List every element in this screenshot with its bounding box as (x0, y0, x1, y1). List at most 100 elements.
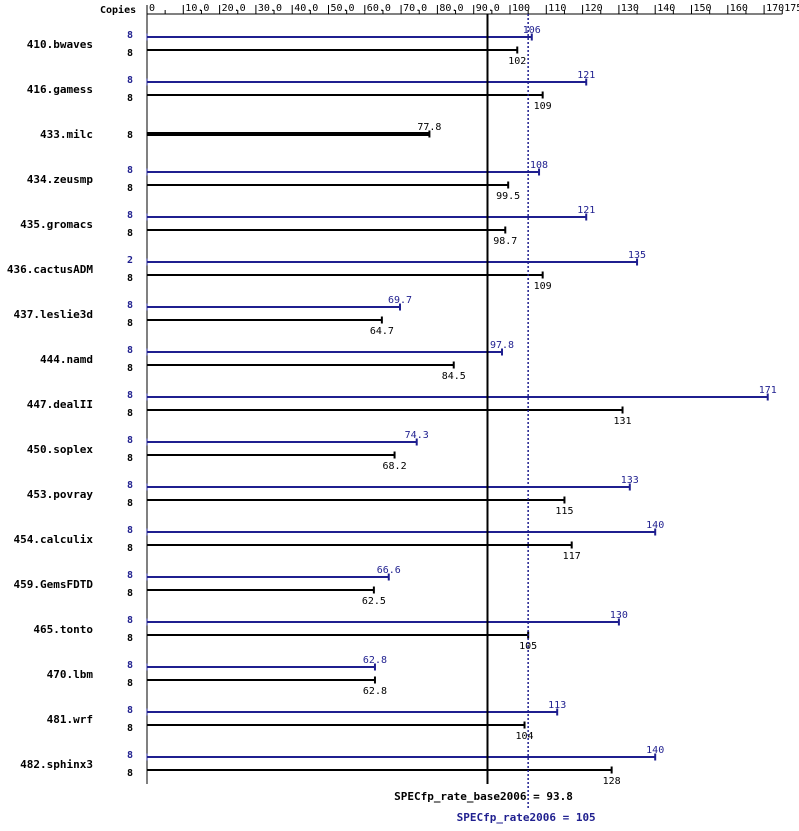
base-copies: 8 (127, 228, 133, 239)
peak-value-label: 121 (577, 205, 595, 216)
peak-value-label: 135 (628, 250, 646, 261)
base-value-label: 99.5 (496, 191, 520, 202)
tick-label: 170 (766, 3, 784, 14)
peak-summary-label: SPECfp_rate2006 = 105 (457, 811, 596, 824)
base-value-label: 68.2 (383, 461, 407, 472)
tick-label: 10.0 (185, 3, 209, 14)
peak-value-label: 140 (646, 520, 664, 531)
benchmark-label: 454.calculix (14, 533, 94, 546)
base-value-label: 104 (515, 731, 533, 742)
benchmark-label: 470.lbm (47, 668, 94, 681)
benchmark-label: 444.namd (40, 353, 93, 366)
peak-copies: 8 (127, 615, 133, 626)
tick-label: 150 (694, 3, 712, 14)
copies-header: Copies (100, 4, 136, 16)
x-axis: Copies 0 10.0 20.0 30.0 40.0 50.0 60.0 70.0 80.0 9… (100, 3, 799, 784)
base-value-label: 117 (563, 551, 581, 562)
benchmark-label: 434.zeusmp (27, 173, 94, 186)
peak-copies: 8 (127, 750, 133, 761)
benchmark-label: 433.milc (40, 128, 93, 141)
tick-label: 40.0 (294, 3, 318, 14)
tick-label: 120 (585, 3, 603, 14)
base-value-label: 109 (534, 281, 552, 292)
base-copies: 8 (127, 48, 133, 59)
tick-label: 80.0 (439, 3, 463, 14)
tick-label: 110 (548, 3, 566, 14)
peak-copies: 8 (127, 165, 133, 176)
base-value-label: 64.7 (370, 326, 394, 337)
tick-label: 100 (512, 3, 530, 14)
base-copies: 8 (127, 93, 133, 104)
benchmark-rows: 410.bwaves 8 8 106 102 416.gamess 8 8 121 109 433.… (7, 25, 777, 787)
tick-label: 30.0 (258, 3, 282, 14)
peak-copies: 8 (127, 660, 133, 671)
base-copies: 8 (127, 498, 133, 509)
peak-value-label: 171 (759, 385, 777, 396)
tick-label: 60.0 (367, 3, 391, 14)
base-copies: 8 (127, 723, 133, 734)
base-copies: 8 (127, 318, 133, 329)
base-summary-label: SPECfp_rate_base2006 = 93.8 (394, 790, 573, 803)
tick-label: 175 (784, 3, 799, 14)
peak-copies: 8 (127, 30, 133, 41)
benchmark-label: 481.wrf (47, 713, 93, 726)
base-value-label: 115 (555, 506, 573, 517)
base-copies: 8 (127, 183, 133, 194)
peak-copies: 2 (127, 255, 133, 266)
base-value-label: 102 (508, 56, 526, 67)
base-copies: 8 (127, 678, 133, 689)
tick-label: 0 (149, 3, 155, 14)
base-copies: 8 (127, 768, 133, 779)
peak-value-label: 133 (621, 475, 639, 486)
base-copies: 8 (127, 453, 133, 464)
peak-value-label: 113 (548, 700, 566, 711)
peak-copies: 8 (127, 480, 133, 491)
benchmark-label: 416.gamess (27, 83, 93, 96)
base-copies: 8 (127, 543, 133, 554)
base-copies: 8 (127, 633, 133, 644)
peak-copies: 8 (127, 435, 133, 446)
tick-label: 90.0 (476, 3, 500, 14)
peak-value-label: 106 (523, 25, 541, 36)
base-value-label: 131 (613, 416, 631, 427)
peak-copies: 8 (127, 525, 133, 536)
peak-copies: 8 (127, 75, 133, 86)
reference-lines: SPECfp_rate_base2006 = 93.8 SPECfp_rate20… (394, 14, 596, 824)
tick-label: 130 (621, 3, 639, 14)
benchmark-label: 453.povray (27, 488, 94, 501)
peak-value-label: 140 (646, 745, 664, 756)
base-copies: 8 (127, 588, 133, 599)
peak-value-label: 130 (610, 610, 628, 621)
peak-value-label: 108 (530, 160, 548, 171)
tick-label: 70.0 (403, 3, 427, 14)
benchmark-label: 437.leslie3d (14, 308, 93, 321)
peak-copies: 8 (127, 570, 133, 581)
benchmark-label: 447.dealII (27, 398, 93, 411)
tick-label: 140 (657, 3, 675, 14)
base-value-label: 128 (603, 776, 621, 787)
peak-copies: 8 (127, 300, 133, 311)
base-value-label: 62.5 (362, 596, 386, 607)
base-copies: 8 (127, 408, 133, 419)
peak-value-label: 74.3 (405, 430, 429, 441)
benchmark-label: 435.gromacs (20, 218, 93, 231)
base-value-label: 84.5 (442, 371, 466, 382)
benchmark-label: 482.sphinx3 (20, 758, 93, 771)
base-value-label: 98.7 (493, 236, 517, 247)
base-value-label: 62.8 (363, 686, 387, 697)
peak-value-label: 62.8 (363, 655, 387, 666)
benchmark-label: 450.soplex (27, 443, 94, 456)
peak-value-label: 69.7 (388, 295, 412, 306)
benchmark-label: 459.GemsFDTD (14, 578, 94, 591)
peak-value-label: 66.6 (377, 565, 401, 576)
benchmark-label: 465.tonto (33, 623, 93, 636)
peak-copies: 8 (127, 210, 133, 221)
peak-copies: 8 (127, 345, 133, 356)
base-copies: 8 (127, 363, 133, 374)
tick-label: 50.0 (331, 3, 355, 14)
peak-value-label: 97.8 (490, 340, 514, 351)
benchmark-label: 436.cactusADM (7, 263, 93, 276)
tick-label: 20.0 (222, 3, 246, 14)
peak-copies: 8 (127, 705, 133, 716)
